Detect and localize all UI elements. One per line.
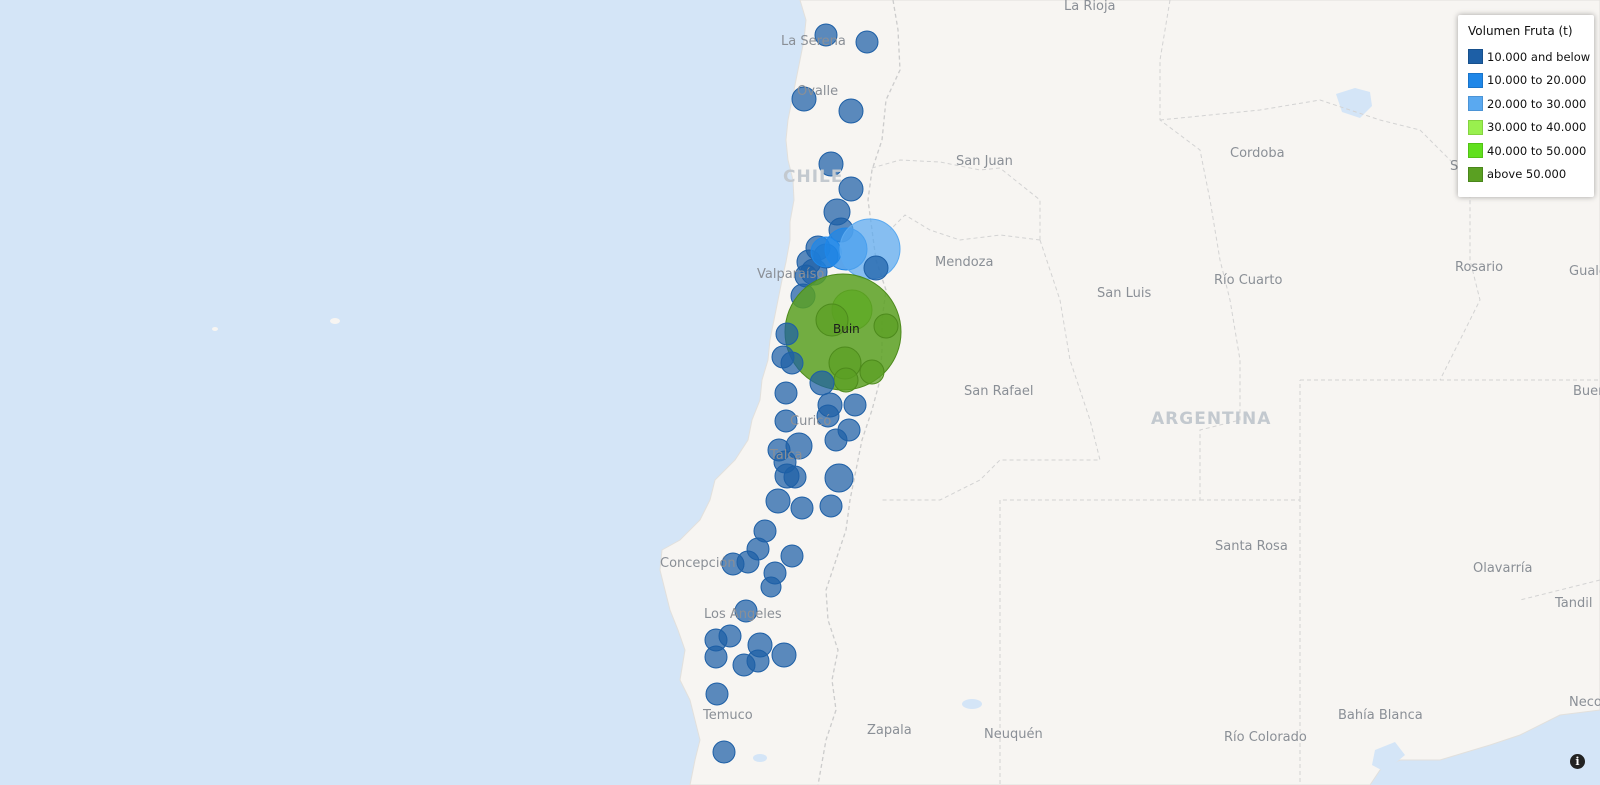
legend-label: 30.000 to 40.000 <box>1487 120 1587 135</box>
legend-item[interactable]: 10.000 and below <box>1468 45 1590 69</box>
province-borders <box>871 0 1600 785</box>
marker-class1[interactable] <box>780 351 804 375</box>
legend-swatch <box>1468 96 1483 112</box>
legend-label: 10.000 to 20.000 <box>1487 73 1587 88</box>
legend-item[interactable]: 40.000 to 50.000 <box>1468 139 1587 163</box>
island <box>330 318 340 324</box>
legend-label: 40.000 to 50.000 <box>1487 143 1587 158</box>
marker-class6[interactable] <box>815 303 849 337</box>
label-necochea: Necochea <box>1569 695 1600 710</box>
marker-class1[interactable] <box>818 151 844 177</box>
label-bahia-blanca: Bahía Blanca <box>1338 708 1423 723</box>
land <box>659 0 1600 785</box>
marker-class1[interactable] <box>790 496 814 520</box>
marker-class1[interactable] <box>809 370 835 396</box>
label-cordoba: Cordoba <box>1230 146 1285 161</box>
lake <box>753 754 767 762</box>
marker-class1[interactable] <box>718 624 742 648</box>
marker-class1[interactable] <box>721 552 745 576</box>
marker-class1[interactable] <box>774 381 798 405</box>
marker-class1[interactable] <box>760 576 782 598</box>
marker-class1[interactable] <box>855 30 879 54</box>
marker-class1[interactable] <box>774 409 798 433</box>
legend-title: Volumen Fruta (t) <box>1468 24 1573 38</box>
label-rosario: Rosario <box>1455 260 1503 275</box>
label-olavarria: Olavarría <box>1473 561 1533 576</box>
marker-class1[interactable] <box>814 23 838 47</box>
legend-label: 10.000 and below <box>1487 49 1591 64</box>
border-chile-argentina <box>817 0 901 785</box>
marker-class1[interactable] <box>838 176 864 202</box>
label-rio-colorado: Río Colorado <box>1224 730 1307 745</box>
label-gualeguaychu: Gualeguaychú <box>1569 264 1600 279</box>
marker-class1[interactable] <box>819 494 843 518</box>
legend-item[interactable]: 10.000 to 20.000 <box>1468 69 1587 93</box>
label-tandil: Tandil <box>1554 596 1592 611</box>
label-santa-rosa: Santa Rosa <box>1215 539 1288 554</box>
marker-class1[interactable] <box>734 599 758 623</box>
legend-swatch <box>1468 143 1483 159</box>
label-neuquen: Neuquén <box>984 727 1043 742</box>
label-san-rafael: San Rafael <box>964 384 1033 399</box>
legend-label: above 50.000 <box>1487 167 1567 182</box>
label-san-luis: San Luis <box>1097 286 1151 301</box>
label-valparaiso: Valparaíso <box>757 267 824 282</box>
legend-swatch <box>1468 49 1483 65</box>
label-temuco: Temuco <box>702 708 753 723</box>
legend-item[interactable]: 30.000 to 40.000 <box>1468 116 1587 140</box>
label-argentina: ARGENTINA <box>1151 409 1271 429</box>
marker-class1[interactable] <box>816 404 840 428</box>
marker-class1[interactable] <box>705 682 729 706</box>
marker-class1[interactable] <box>791 86 817 112</box>
label-la-rioja: La Rioja <box>1064 0 1116 14</box>
marker-class1[interactable] <box>824 463 854 493</box>
bay <box>1372 742 1405 772</box>
legend-item[interactable]: above 50.000 <box>1468 163 1584 187</box>
marker-class1[interactable] <box>843 393 867 417</box>
label-curico: Curicó <box>790 414 831 429</box>
legend-swatch <box>1468 72 1483 88</box>
lake <box>962 699 982 709</box>
marker-class1[interactable] <box>863 255 889 281</box>
marker-class1[interactable] <box>785 432 813 460</box>
legend-item[interactable]: 20.000 to 30.000 <box>1468 92 1587 116</box>
fruit-volume-markers <box>704 23 902 764</box>
label-mendoza: Mendoza <box>935 255 993 270</box>
legend: Volumen Fruta (t) 10.000 and below 10.00… <box>1458 15 1594 197</box>
label-zapala: Zapala <box>867 723 912 738</box>
marker-class1[interactable] <box>775 322 799 346</box>
label-la-serena: La Serena <box>781 34 846 49</box>
marker-class1[interactable] <box>765 488 791 514</box>
label-ovalle: Ovalle <box>797 84 838 99</box>
label-talca: Talca <box>769 448 802 463</box>
label-buin: Buin <box>833 322 860 336</box>
label-los-angeles: Los Angeles <box>704 607 782 622</box>
marker-class1[interactable] <box>824 428 848 452</box>
legend-swatch <box>1468 119 1483 135</box>
info-icon[interactable]: i <box>1570 754 1585 769</box>
marker-class1[interactable] <box>746 649 770 673</box>
marker-class1[interactable] <box>704 645 728 669</box>
label-chile: CHILE <box>783 167 843 187</box>
label-rio-cuarto: Río Cuarto <box>1214 273 1282 288</box>
label-buenos-aires: Buenos Aires <box>1573 384 1600 399</box>
marker-class6[interactable] <box>873 313 899 339</box>
marker-class1[interactable] <box>838 98 864 124</box>
marker-class1[interactable] <box>783 465 807 489</box>
marker-class1[interactable] <box>712 740 736 764</box>
label-san-juan: San Juan <box>956 154 1013 169</box>
marker-class6[interactable] <box>833 367 859 393</box>
marker-class1[interactable] <box>771 642 797 668</box>
label-concepcion: Concepción <box>660 556 736 571</box>
island <box>212 327 218 331</box>
legend-label: 20.000 to 30.000 <box>1487 96 1587 111</box>
lake <box>1336 88 1372 118</box>
marker-class6[interactable] <box>859 359 885 385</box>
marker-class1[interactable] <box>780 544 804 568</box>
legend-swatch <box>1468 166 1483 182</box>
